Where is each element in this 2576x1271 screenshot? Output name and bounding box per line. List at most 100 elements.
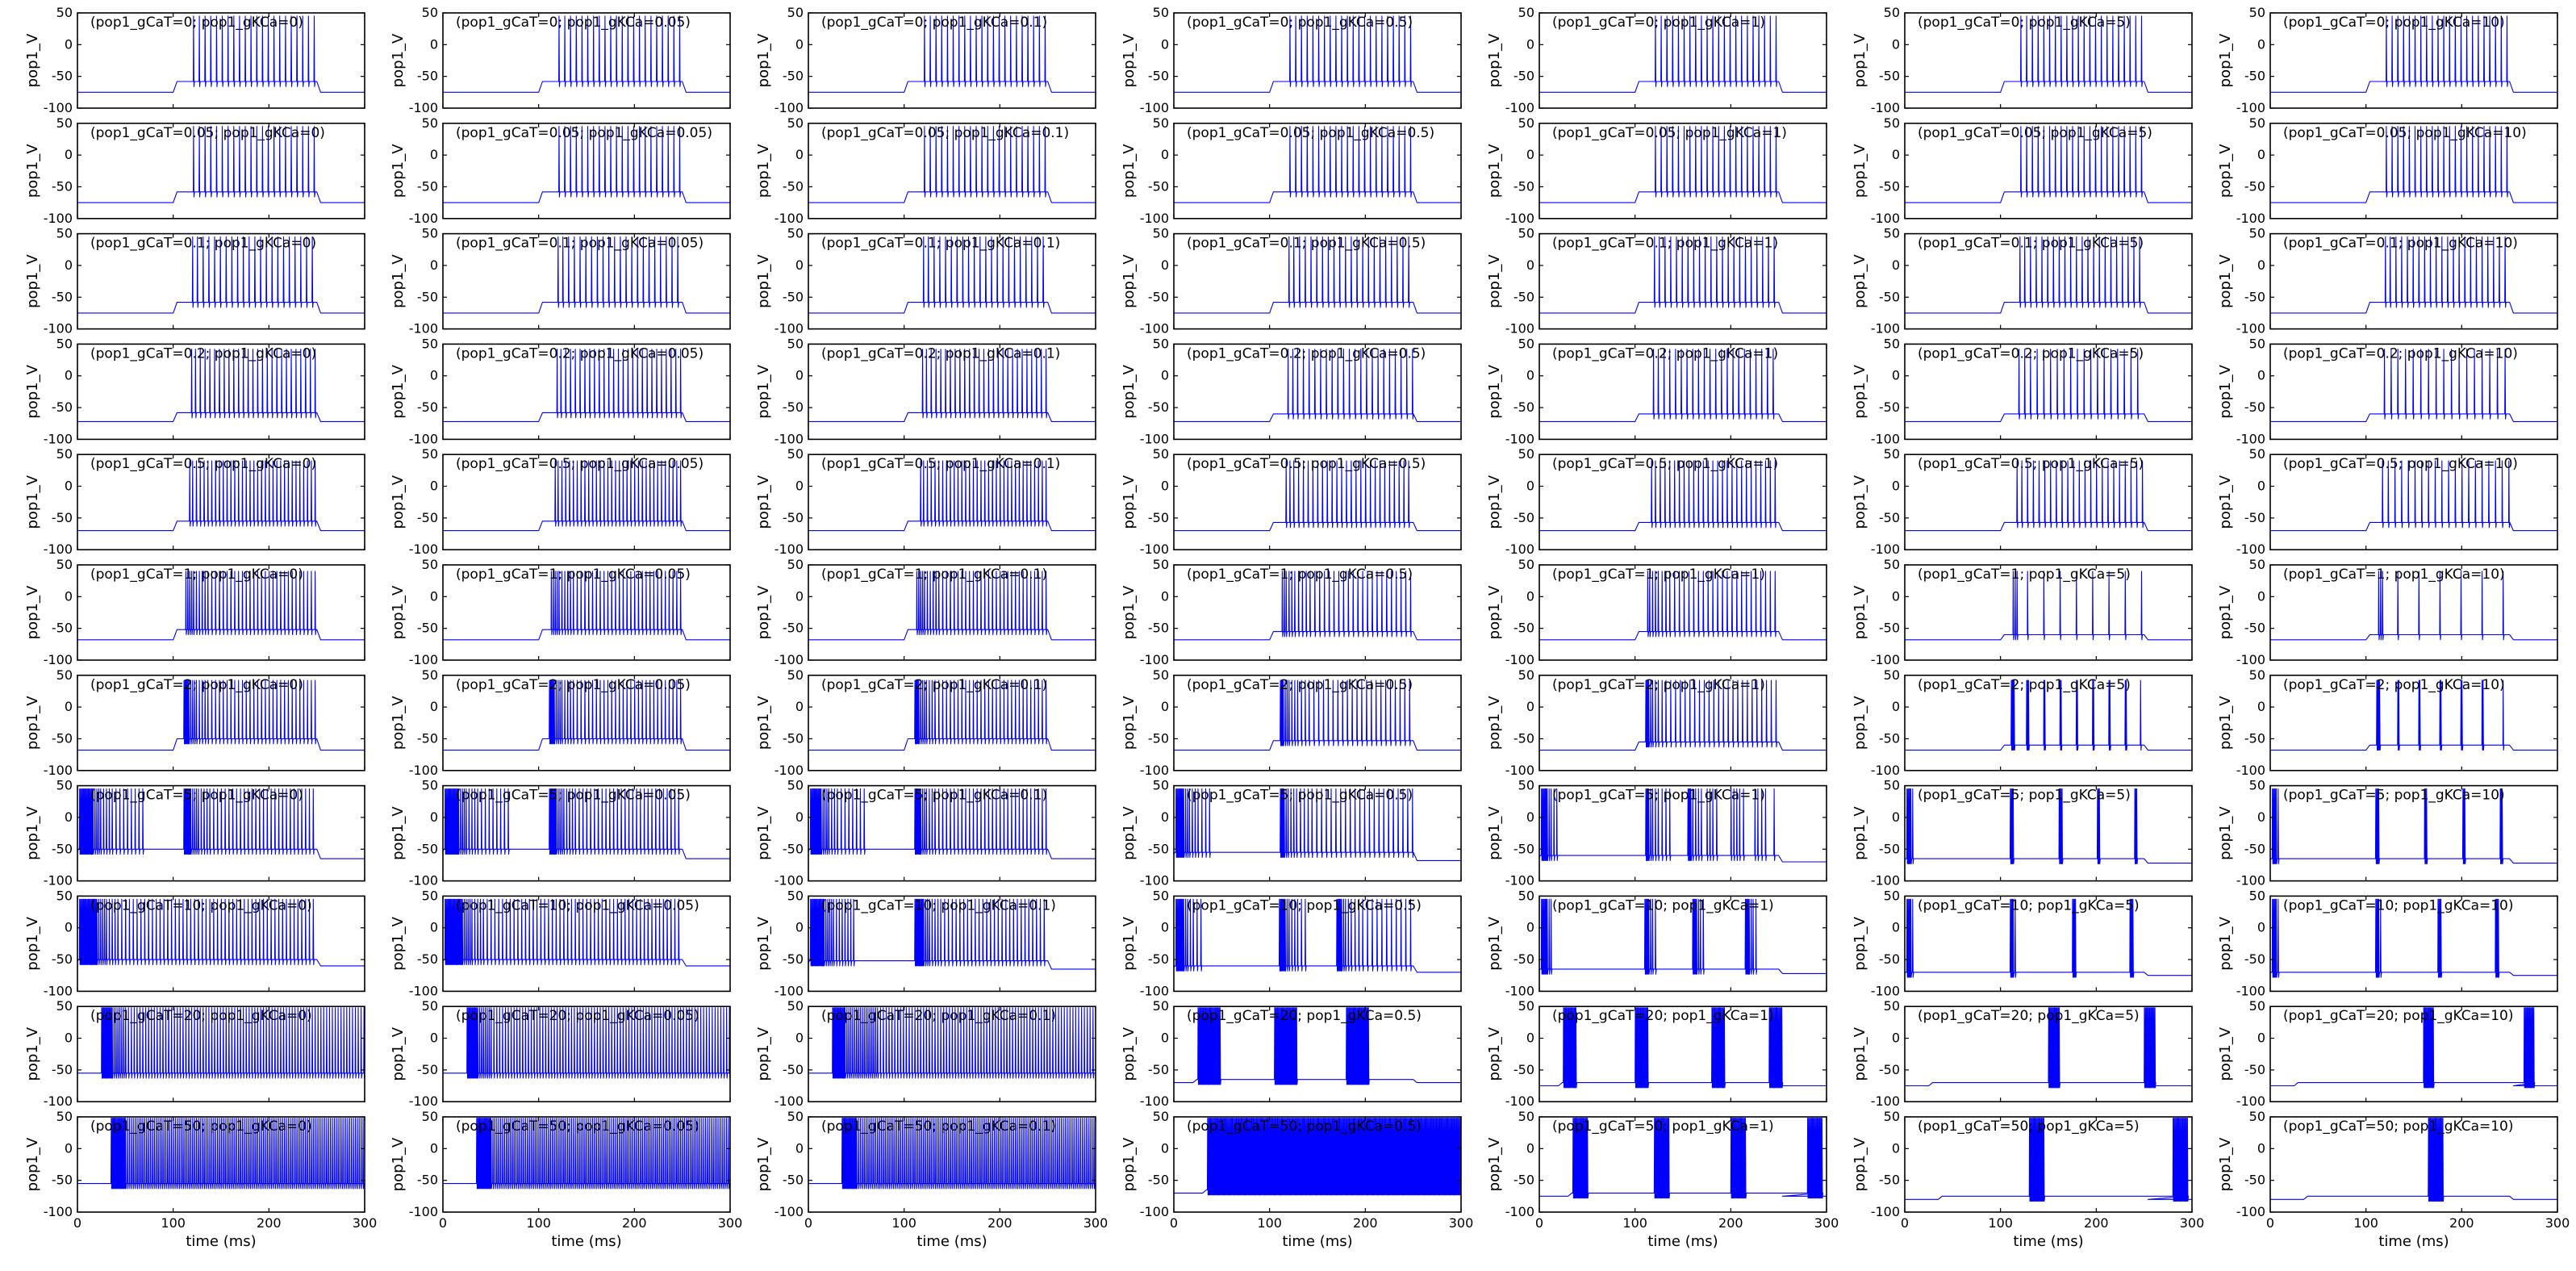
y-tick-label: 0: [795, 699, 804, 714]
voltage-trace: [1905, 1118, 2192, 1202]
panel-title: (pop1_gCaT=50; pop1_gKCa=0.1): [821, 1118, 1056, 1135]
y-tick-label: 50: [422, 446, 438, 462]
y-tick-label: -100: [1871, 983, 1900, 998]
y-tick-label: 50: [1153, 115, 1169, 131]
panel-title: (pop1_gCaT=0.2; pop1_gKCa=10): [2283, 345, 2518, 362]
panel-title: (pop1_gCaT=0.2; pop1_gKCa=1): [1552, 345, 1778, 362]
voltage-trace: [1174, 15, 1461, 93]
panel-title: (pop1_gCaT=10; pop1_gKCa=1): [1552, 897, 1774, 914]
y-tick-label: 0: [795, 147, 804, 162]
y-axis-label: pop1_V: [1486, 916, 1503, 970]
y-axis-label: pop1_V: [1121, 364, 1138, 418]
voltage-trace: [77, 788, 365, 859]
voltage-trace: [2270, 571, 2557, 641]
y-axis-label: pop1_V: [755, 916, 772, 970]
voltage-trace: [1539, 349, 1827, 422]
y-tick-label: 0: [1892, 368, 1900, 383]
y-tick-label: -50: [1513, 69, 1534, 84]
y-tick-label: 0: [430, 36, 438, 52]
y-tick-label: -50: [417, 621, 438, 636]
y-tick-label: 0: [1161, 1140, 1169, 1156]
y-tick-label: 0: [1526, 479, 1534, 494]
axes-frame: [1904, 343, 2193, 441]
y-tick-label: 0: [2257, 257, 2265, 273]
y-tick-label: -50: [52, 178, 73, 194]
y-tick-label: 50: [56, 115, 73, 131]
axes-frame: [1904, 1116, 2193, 1213]
y-tick-label: -100: [1140, 100, 1169, 115]
y-tick-label: 50: [2249, 557, 2265, 572]
y-tick-label: 50: [1153, 336, 1169, 351]
axes-frame: [808, 454, 1096, 551]
y-tick-label: -100: [1140, 652, 1169, 667]
y-tick-label: -50: [1148, 289, 1169, 304]
y-tick-label: 0: [1526, 920, 1534, 935]
y-axis-label: pop1_V: [755, 364, 772, 418]
y-tick-label: 0: [430, 1031, 438, 1046]
axes-frame: [1904, 784, 2193, 882]
voltage-trace: [808, 571, 1096, 641]
x-axis-label: time (ms): [2013, 1233, 2083, 1250]
x-axis-label: time (ms): [1647, 1233, 1718, 1250]
y-tick-label: 0: [65, 257, 73, 273]
panel-title: (pop1_gCaT=0.05; pop1_gKCa=5): [1918, 125, 2152, 141]
x-tick-label: 100: [161, 1215, 186, 1231]
x-tick-label: 200: [1718, 1215, 1743, 1231]
panel-title: (pop1_gCaT=0.5; pop1_gKCa=0.1): [821, 456, 1060, 472]
panel-title: (pop1_gCaT=20; pop1_gKCa=1): [1552, 1008, 1774, 1024]
y-tick-label: -100: [1505, 211, 1534, 226]
panel-title: (pop1_gCaT=2; pop1_gKCa=0.05): [456, 677, 691, 693]
voltage-trace: [77, 236, 365, 314]
y-tick-label: 50: [56, 1109, 73, 1124]
voltage-trace: [443, 898, 730, 967]
y-tick-label: -50: [783, 510, 804, 525]
x-axis-label: time (ms): [916, 1233, 987, 1250]
panel-title: (pop1_gCaT=50; pop1_gKCa=0.05): [456, 1118, 699, 1135]
y-tick-label: 50: [1518, 1109, 1534, 1124]
x-tick-label: 0: [1170, 1215, 1178, 1231]
voltage-trace: [443, 15, 730, 93]
y-tick-label: 50: [2249, 336, 2265, 351]
panel-title: (pop1_gCaT=50; pop1_gKCa=0): [90, 1118, 312, 1135]
y-tick-label: -100: [1871, 873, 1900, 888]
y-tick-label: 0: [1892, 1140, 1900, 1156]
y-tick-label: -100: [1505, 873, 1534, 888]
y-axis-label: pop1_V: [390, 696, 407, 750]
y-axis-label: pop1_V: [24, 916, 41, 970]
y-tick-label: 0: [65, 147, 73, 162]
voltage-trace: [1539, 679, 1827, 751]
y-tick-label: 50: [1884, 667, 1900, 683]
y-tick-label: -100: [409, 431, 438, 446]
y-tick-label: 0: [1161, 147, 1169, 162]
voltage-trace: [2270, 460, 2557, 532]
x-tick-label: 0: [804, 1215, 812, 1231]
y-tick-label: 50: [1518, 226, 1534, 241]
voltage-trace: [1174, 349, 1461, 422]
y-tick-label: 0: [2257, 36, 2265, 52]
axes-frame: [77, 1006, 365, 1102]
y-axis-label: pop1_V: [390, 806, 407, 860]
y-axis-label: pop1_V: [2217, 916, 2234, 970]
y-tick-label: 50: [787, 778, 804, 793]
y-tick-label: -100: [409, 1093, 438, 1109]
y-axis-label: pop1_V: [24, 33, 41, 87]
y-tick-label: -100: [2236, 1204, 2265, 1219]
y-tick-label: 0: [1161, 257, 1169, 273]
y-tick-label: 0: [1892, 699, 1900, 714]
y-tick-label: -100: [2236, 211, 2265, 226]
y-tick-label: -100: [1140, 983, 1169, 998]
axes-frame: [77, 564, 365, 661]
y-tick-label: -100: [1140, 321, 1169, 337]
y-axis-label: pop1_V: [2217, 1026, 2234, 1081]
